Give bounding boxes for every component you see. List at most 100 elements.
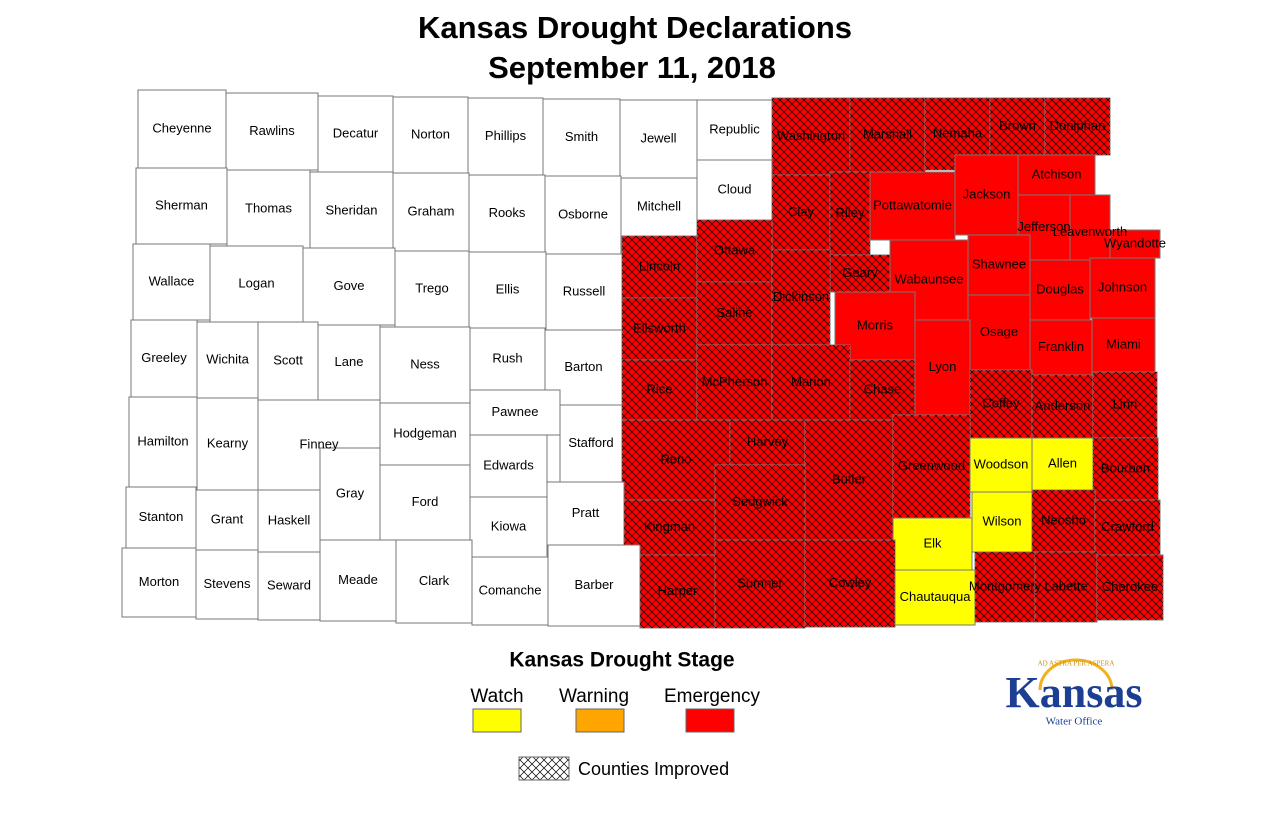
legend: Watch Warning Emergency <box>470 686 761 733</box>
county-hatch <box>622 360 697 420</box>
county <box>547 544 641 627</box>
legend-swatch <box>685 708 735 733</box>
county-label: Ottawa <box>714 242 756 257</box>
county <box>544 175 622 255</box>
county-label: Chautauqua <box>900 589 972 604</box>
county <box>137 89 227 169</box>
county-label: Barton <box>564 359 602 374</box>
logo-sun <box>1038 658 1114 691</box>
county-label: Jackson <box>963 186 1011 201</box>
county-label: Montgomery <box>969 578 1042 593</box>
county-label: Doniphan <box>1050 118 1106 133</box>
county-label: Gove <box>333 278 364 293</box>
county-hatch <box>830 255 890 292</box>
county <box>195 549 259 620</box>
county <box>128 396 198 488</box>
county-label: Cheyenne <box>152 120 211 135</box>
county-label: Lane <box>335 354 364 369</box>
county-label: Trego <box>415 280 448 295</box>
county-hatch <box>622 420 730 500</box>
county-label: Cloud <box>718 181 752 196</box>
county-label: Barber <box>574 577 614 592</box>
county-label: Clay <box>788 204 815 219</box>
county-label: Cherokee <box>1102 579 1158 594</box>
county-label: Sumner <box>737 575 783 590</box>
county <box>914 319 971 416</box>
county-hatch <box>893 415 970 518</box>
county-label: Harper <box>658 583 698 598</box>
county-label: Labette <box>1044 578 1087 593</box>
county <box>319 447 381 541</box>
county-label: Comanche <box>479 582 542 597</box>
legend-label: Watch <box>470 686 523 707</box>
county-hatch <box>715 465 805 540</box>
county-label: Greeley <box>141 350 187 365</box>
county-label: Mitchell <box>637 198 681 213</box>
county <box>471 556 549 626</box>
county-label: Rice <box>646 381 672 396</box>
county <box>121 547 197 618</box>
county-hatch <box>640 555 715 628</box>
legend-swatch <box>472 708 522 733</box>
county-label: Morton <box>139 574 179 589</box>
county-hatch <box>622 236 697 298</box>
county-label: Miami <box>1106 336 1141 351</box>
county-label: Nemaha <box>933 125 983 140</box>
county-label: Graham <box>408 203 455 218</box>
county-label: Woodson <box>974 456 1029 471</box>
county-hatch <box>1093 438 1158 500</box>
county-hatch <box>990 98 1045 155</box>
county <box>257 551 321 621</box>
county-label: Rush <box>492 350 522 365</box>
county-label: Wallace <box>149 273 195 288</box>
county-label: Franklin <box>1038 339 1084 354</box>
county <box>379 326 471 404</box>
county-label: Wabaunsee <box>895 271 964 286</box>
county-label: Jewell <box>640 130 676 145</box>
county <box>1017 154 1096 196</box>
county-label: Phillips <box>485 128 527 143</box>
county-hatch <box>622 298 697 360</box>
county-label: Jefferson <box>1017 219 1070 234</box>
county-label: Gray <box>336 485 365 500</box>
county-label: Ness <box>410 356 440 371</box>
county-label: Ellis <box>496 281 520 296</box>
county <box>395 539 473 624</box>
county-label: Saline <box>716 305 752 320</box>
county <box>125 486 197 549</box>
county-label: Allen <box>1048 455 1077 470</box>
county-label: Hamilton <box>137 433 188 448</box>
county-label: Norton <box>411 126 450 141</box>
legend-title: Kansas Drought Stage <box>509 649 734 672</box>
county-label: Decatur <box>333 125 379 140</box>
county-label: Grant <box>211 511 244 526</box>
county <box>195 489 259 551</box>
county-label: Rawlins <box>249 123 295 138</box>
county-label: Logan <box>238 275 274 290</box>
county-label: Republic <box>709 121 760 136</box>
county <box>1091 317 1156 373</box>
county-hatch <box>1097 555 1163 620</box>
county <box>196 397 259 491</box>
county <box>394 250 470 328</box>
county-label: Linn <box>1113 396 1138 411</box>
county-label: Scott <box>273 352 303 367</box>
county <box>226 169 311 249</box>
county <box>620 177 698 237</box>
county-label: Douglas <box>1036 281 1084 296</box>
county-hatch <box>850 360 915 420</box>
county-label: Hodgeman <box>393 425 457 440</box>
county-label: Anderson <box>1035 398 1091 413</box>
county-label: Haskell <box>268 512 311 527</box>
county-label: Kearny <box>207 435 249 450</box>
county-hatch <box>1093 372 1157 438</box>
county-hatch <box>772 175 830 250</box>
county-label: Stevens <box>204 576 251 591</box>
county-hatch <box>1032 375 1093 438</box>
county-label: Ford <box>412 494 439 509</box>
county-label: Sheridan <box>325 202 377 217</box>
county-label: Neosho <box>1041 512 1086 527</box>
county-hatch <box>830 172 870 255</box>
county-label: Wichita <box>206 351 249 366</box>
county <box>135 167 228 245</box>
